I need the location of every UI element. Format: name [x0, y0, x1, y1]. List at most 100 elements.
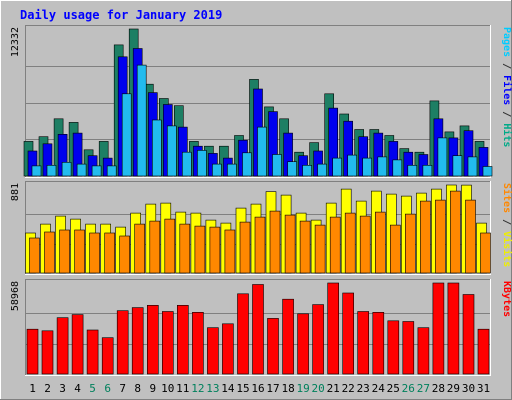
bar-pages-day-2 [46, 165, 57, 177]
bar-pages-day-21 [332, 157, 343, 177]
x-tick-label: 20 [311, 382, 324, 395]
chart-panels: 12332 Pages / Files / Hits 881 Sites / Visi… [10, 25, 512, 376]
bar-pages-day-13 [212, 163, 222, 177]
legend-part: / [501, 105, 512, 123]
bar-sites-day-4 [74, 229, 85, 274]
x-tick-label: 10 [161, 382, 174, 395]
bar-pages-day-27 [422, 165, 433, 177]
x-tick-label: 18 [281, 382, 294, 395]
bar-pages-day-8 [136, 64, 147, 177]
x-tick-label: 12 [191, 382, 204, 395]
bar-sites-day-7 [119, 235, 130, 274]
bar-sites-day-5 [89, 232, 100, 274]
bar-kbytes-day-16 [252, 284, 264, 375]
bar-pages-day-28 [437, 137, 448, 177]
legend-part: Pages [501, 27, 512, 57]
bar-pages-day-11 [182, 151, 192, 177]
bar-sites-day-8 [134, 223, 145, 274]
bar-kbytes-day-25 [387, 320, 400, 375]
bar-pages-day-16 [257, 126, 267, 177]
bar-sites-day-16 [254, 216, 266, 274]
chart-title: Daily usage for January 2019 [20, 8, 222, 22]
bar-sites-day-25 [389, 224, 401, 274]
x-tick-label: 13 [206, 382, 219, 395]
bar-kbytes-day-26 [402, 321, 415, 375]
bar-kbytes-day-10 [162, 311, 174, 375]
x-tick-label: 28 [432, 382, 445, 395]
bar-pages-day-24 [377, 156, 388, 177]
bar-sites-day-27 [420, 200, 431, 274]
x-tick-label: 24 [372, 382, 386, 395]
series-kbytes [26, 282, 490, 375]
bar-pages-day-1 [31, 165, 42, 177]
bar-sites-day-9 [149, 220, 161, 274]
legend-part: Sites [501, 183, 512, 213]
bar-kbytes-day-19 [297, 313, 309, 375]
x-tick-label: 30 [462, 382, 475, 395]
bar-pages-day-31 [482, 166, 493, 177]
series-pages [31, 64, 493, 177]
x-tick-label: 29 [447, 382, 460, 395]
bar-kbytes-day-29 [447, 282, 460, 375]
bar-kbytes-day-14 [222, 323, 234, 375]
bar-sites-day-3 [59, 229, 70, 274]
bar-pages-day-6 [106, 165, 117, 177]
x-tick-label: 22 [342, 382, 355, 395]
series-sites [29, 190, 491, 274]
bar-kbytes-day-5 [86, 329, 99, 375]
bar-kbytes-day-18 [282, 298, 294, 375]
bar-sites-day-1 [29, 237, 40, 274]
x-axis-labels: 1 2 3 4 5 6 7 8 9 10 11 12 13 14 15 16 17 18 19 20 21 22 23 24 2… [29, 382, 490, 395]
x-tick-label: 7 [119, 382, 126, 395]
bar-kbytes-day-24 [372, 311, 385, 375]
x-tick-label: 17 [266, 382, 279, 395]
bar-sites-day-21 [329, 216, 341, 274]
bar-kbytes-day-17 [267, 318, 279, 375]
bar-kbytes-day-8 [131, 307, 144, 375]
legend-part: / [501, 213, 512, 231]
bar-kbytes-day-12 [192, 311, 204, 375]
bar-pages-day-26 [407, 165, 418, 177]
x-tick-label: 25 [387, 382, 400, 395]
x-tick-label: 21 [327, 382, 340, 395]
bar-sites-day-22 [344, 212, 356, 274]
bar-pages-day-9 [152, 119, 162, 177]
panel-legend-label: Sites / Visits [501, 183, 512, 267]
bar-kbytes-day-27 [417, 327, 430, 375]
bar-sites-day-11 [179, 223, 191, 274]
bar-pages-day-10 [167, 125, 177, 177]
bar-sites-day-23 [359, 215, 371, 274]
panel-max-label: 58968 [10, 281, 21, 311]
x-tick-label: 11 [176, 382, 189, 395]
bar-kbytes-day-9 [147, 304, 159, 375]
bar-kbytes-day-23 [357, 311, 370, 375]
panel-legend-label: Pages / Files / Hits [501, 27, 512, 147]
bar-kbytes-day-13 [207, 327, 219, 375]
bar-sites-day-12 [194, 225, 206, 274]
bar-kbytes-day-11 [177, 304, 189, 375]
legend-part: / [501, 57, 512, 75]
bar-pages-day-12 [197, 150, 207, 177]
bar-sites-day-10 [164, 218, 176, 274]
bar-pages-day-29 [452, 155, 463, 177]
x-tick-label: 23 [357, 382, 370, 395]
bar-kbytes-day-6 [101, 337, 114, 375]
bar-kbytes-day-31 [477, 328, 490, 375]
x-tick-label: 8 [134, 382, 141, 395]
x-tick-label: 31 [477, 382, 490, 395]
panel-max-label: 12332 [10, 27, 21, 57]
x-tick-label: 16 [251, 382, 264, 395]
bar-pages-day-18 [287, 161, 297, 177]
bar-pages-day-14 [227, 163, 237, 177]
bar-pages-day-15 [242, 152, 252, 177]
panel-legend-label: KBytes [501, 281, 512, 317]
bar-pages-day-4 [76, 163, 87, 177]
bar-pages-day-17 [272, 154, 282, 177]
bar-pages-day-20 [317, 163, 327, 177]
bar-kbytes-day-20 [312, 304, 324, 375]
bar-sites-day-6 [104, 232, 115, 274]
bar-sites-day-15 [239, 221, 251, 274]
bar-sites-day-2 [44, 231, 55, 274]
x-tick-label: 1 [29, 382, 36, 395]
